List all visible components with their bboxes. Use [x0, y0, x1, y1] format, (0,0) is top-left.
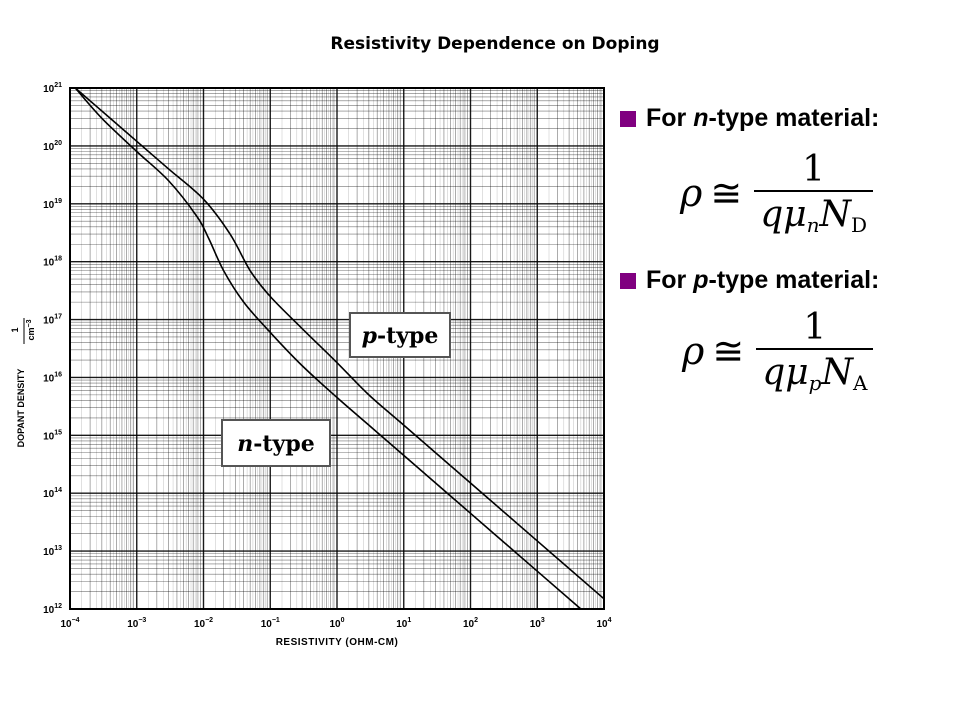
chart-grid	[69, 88, 604, 610]
curve-p-type	[74, 87, 605, 600]
formula-n-approx: ≅	[710, 171, 743, 216]
formula-p-denominator: qμpNA	[756, 347, 874, 395]
y-axis-unit-numerator: 1	[10, 327, 20, 332]
bullet-p-suffix: -type material:	[708, 266, 880, 294]
formula-p-mu-sub: p	[808, 370, 822, 395]
formula-p-approx: ≅	[712, 329, 745, 374]
formula-n-N: N	[819, 193, 852, 235]
bullet-n-suffix: -type material:	[708, 104, 880, 132]
y-tick-label: 1017	[43, 314, 62, 327]
formula-n-fraction: 1 qμnND	[754, 149, 874, 237]
formula-n-q: q	[760, 193, 784, 235]
y-tick-label: 1021	[43, 82, 62, 95]
x-tick-label: 101	[396, 617, 411, 630]
plot-frame	[69, 87, 605, 610]
bullet-p-italic: p	[693, 266, 709, 294]
formula-n-mu-sub: n	[806, 212, 820, 237]
formula-p-mu: μ	[785, 351, 809, 393]
y-axis-label-text: DOPANT DENSITY	[16, 369, 26, 448]
page-title: Resistivity Dependence on Doping	[330, 34, 660, 54]
formula-n-mu: μ	[783, 193, 807, 235]
curve-n-type	[74, 87, 582, 610]
bullet-p-type: For p -type material:	[620, 266, 879, 295]
formula-p-q: q	[762, 351, 786, 393]
resistivity-chart: 10−4 10−3 10−2 10−1 100 101 102 103 104 1012 1013…	[10, 82, 612, 648]
bullet-p-prefix: For	[646, 266, 694, 294]
y-tick-label: 1012	[43, 603, 62, 616]
y-tick-label: 1016	[43, 371, 62, 384]
x-tick-label: 104	[596, 617, 611, 630]
y-axis-label: DOPANT DENSITY 1 cm−3	[10, 318, 36, 447]
formula-p-type: ρ ≅ 1 qμpNA	[682, 307, 874, 395]
bullet-square-icon	[620, 110, 636, 127]
formula-n-numerator: 1	[802, 149, 826, 190]
formula-p-N-sub: A	[852, 370, 868, 395]
x-tick-label: 10−3	[127, 617, 146, 630]
formula-n-N-sub: D	[851, 212, 868, 237]
y-tick-labels: 1012 1013 1014 1015 1016 1017 1018 1019 1020 1021	[43, 82, 62, 616]
y-tick-label: 1018	[43, 256, 62, 269]
formula-n-denominator: qμnND	[754, 189, 874, 237]
x-tick-labels: 10−4 10−3 10−2 10−1 100 101 102 103 104	[60, 617, 611, 630]
curves	[74, 87, 605, 610]
bullet-n-italic: n	[693, 104, 709, 132]
series-label-p-type: p-type	[349, 312, 451, 358]
series-label-box	[221, 419, 331, 467]
x-tick-label: 103	[530, 617, 545, 630]
x-tick-label: 102	[463, 617, 478, 630]
bullet-n-type: For n -type material:	[620, 104, 879, 133]
formula-p-fraction: 1 qμpNA	[756, 307, 874, 395]
formula-n-rho: ρ	[680, 171, 703, 216]
x-tick-label: 100	[329, 617, 344, 630]
y-tick-label: 1015	[43, 429, 62, 442]
x-tick-label: 10−2	[194, 617, 213, 630]
series-label-box	[349, 312, 451, 358]
y-tick-label: 1020	[43, 140, 62, 153]
series-labels: n-type p-type	[221, 312, 451, 467]
formula-p-numerator: 1	[803, 307, 827, 348]
series-label-n-type: n-type	[221, 419, 331, 467]
series-label-text: n-type	[237, 431, 314, 457]
y-tick-label: 1019	[43, 198, 62, 211]
x-axis-label: RESISTIVITY (OHM-CM)	[276, 637, 399, 648]
x-tick-label: 10−1	[261, 617, 280, 630]
bullet-n-prefix: For	[646, 104, 694, 132]
y-axis-unit-denominator: cm−3	[26, 319, 36, 340]
series-label-text: p-type	[362, 323, 439, 349]
bullet-square-icon	[620, 272, 636, 289]
y-tick-label: 1013	[43, 545, 62, 558]
formula-p-rho: ρ	[682, 329, 705, 374]
formula-n-type: ρ ≅ 1 qμnND	[680, 149, 874, 237]
x-tick-label: 10−4	[60, 617, 79, 630]
y-tick-label: 1014	[43, 487, 62, 500]
formula-p-N: N	[821, 351, 853, 393]
